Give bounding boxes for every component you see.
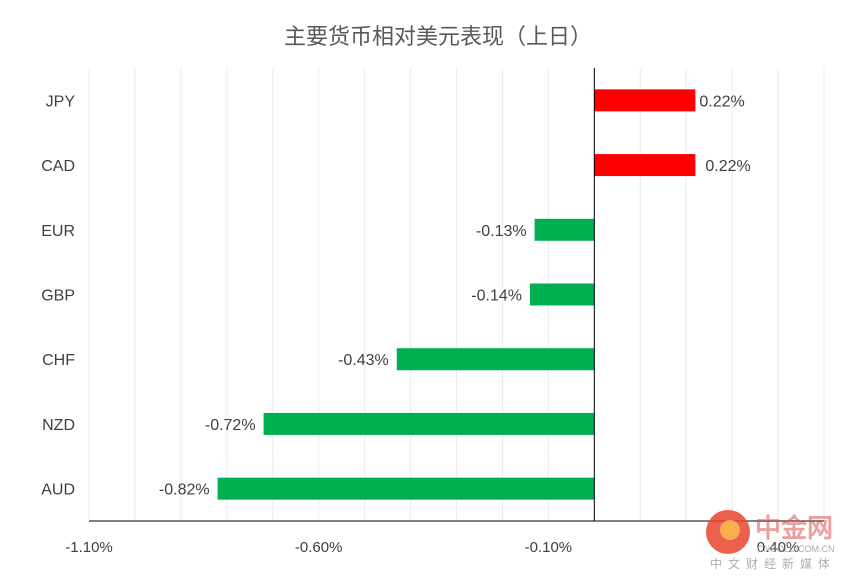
- category-label: NZD: [42, 417, 75, 434]
- data-label: -0.43%: [338, 352, 389, 369]
- category-label: JPY: [46, 93, 76, 110]
- data-label: -0.13%: [476, 223, 527, 240]
- bars: [217, 89, 696, 500]
- bar-jpy: [594, 89, 696, 112]
- category-label: CAD: [41, 158, 75, 175]
- data-label: 0.22%: [699, 93, 744, 110]
- bar-nzd: [263, 412, 595, 435]
- grid: [88, 68, 825, 521]
- watermark-logo-inner-icon: [720, 520, 740, 540]
- bar-eur: [534, 218, 595, 241]
- x-tick-label: 0.40%: [757, 539, 800, 556]
- chart-title: 主要货币相对美元表现（上日）: [284, 25, 592, 50]
- x-tick-label: -1.10%: [65, 539, 113, 556]
- bar-gbp: [530, 283, 595, 306]
- watermark-name: 中金网: [755, 513, 833, 544]
- data-label: -0.72%: [205, 417, 256, 434]
- data-label: -0.82%: [159, 482, 210, 499]
- bar-cad: [594, 154, 696, 177]
- data-labels: 0.22% 0.22% -0.13% -0.14% -0.43% -0.72% -0.82%: [159, 93, 751, 498]
- bar-chf: [396, 348, 595, 371]
- tick-labels: -1.10% -0.60% -0.10% 0.40%: [65, 539, 799, 556]
- category-label: AUD: [41, 482, 75, 499]
- category-label: GBP: [41, 288, 75, 305]
- watermark: 中金网 CNGOLD.COM.CN 中文财经新媒体: [706, 510, 836, 571]
- axes: [89, 68, 824, 522]
- category-labels: JPY CAD EUR GBP CHF NZD AUD: [41, 93, 75, 498]
- x-tick-label: -0.60%: [295, 539, 343, 556]
- category-label: CHF: [42, 352, 75, 369]
- x-tick-label: -0.10%: [525, 539, 573, 556]
- data-label: 0.22%: [705, 158, 750, 175]
- category-label: EUR: [41, 223, 75, 240]
- data-label: -0.14%: [471, 288, 522, 305]
- bar-aud: [217, 477, 595, 500]
- watermark-url: CNGOLD.COM.CN: [757, 544, 835, 554]
- watermark-tagline: 中文财经新媒体: [710, 556, 836, 571]
